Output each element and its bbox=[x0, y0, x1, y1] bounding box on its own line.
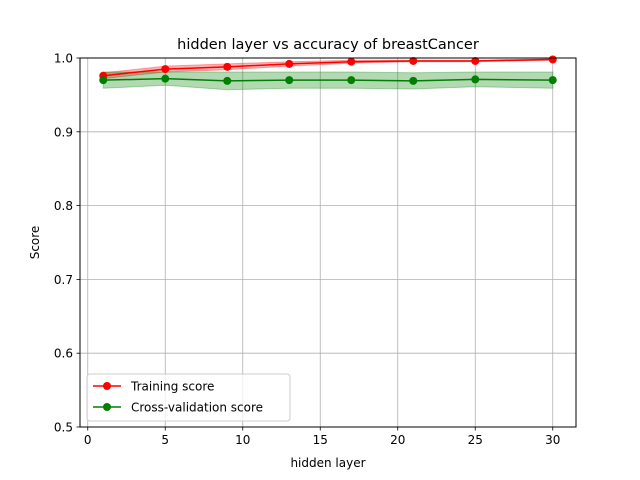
point-training bbox=[347, 57, 356, 66]
x-tick-label: 10 bbox=[235, 433, 250, 447]
y-axis-label: Score bbox=[28, 226, 42, 260]
chart-title: hidden layer vs accuracy of breastCancer bbox=[177, 37, 479, 53]
plot-frame bbox=[79, 57, 577, 428]
x-tick-label: 25 bbox=[468, 433, 483, 447]
line-cross-validation bbox=[103, 77, 553, 82]
x-tick-label: 5 bbox=[161, 433, 169, 447]
point-training bbox=[409, 56, 418, 65]
x-axis-label: hidden layer bbox=[290, 456, 365, 470]
point-cross-validation bbox=[99, 76, 108, 85]
y-tick-label: 0.8 bbox=[54, 199, 73, 213]
legend-marker-cross-validation bbox=[103, 403, 111, 411]
y-tick-label: 0.5 bbox=[54, 421, 73, 435]
y-tick-label: 1.0 bbox=[54, 52, 73, 66]
point-training bbox=[161, 65, 170, 74]
point-cross-validation bbox=[285, 76, 294, 85]
point-training bbox=[285, 59, 294, 68]
series-points bbox=[99, 55, 557, 85]
line-training bbox=[103, 58, 553, 77]
y-tick-label: 0.6 bbox=[54, 347, 73, 361]
legend-label-training: Training score bbox=[130, 380, 214, 394]
y-tick-label: 0.9 bbox=[54, 125, 73, 139]
legend: Training score Cross-validation score bbox=[86, 373, 291, 422]
y-tick-label: 0.7 bbox=[54, 273, 73, 287]
legend-marker-training bbox=[103, 382, 111, 390]
x-tick-label: 15 bbox=[313, 433, 328, 447]
point-cross-validation bbox=[471, 75, 480, 84]
series-lines bbox=[103, 58, 553, 82]
point-cross-validation bbox=[161, 74, 170, 83]
legend-box bbox=[86, 373, 291, 422]
x-tick-label: 0 bbox=[84, 433, 92, 447]
point-cross-validation bbox=[223, 76, 232, 85]
axis-ticks: 0 5 10 15 20 25 30 0.5 0.6 0.7 0.8 0.9 1.0 bbox=[54, 52, 560, 448]
x-tick-label: 30 bbox=[545, 433, 560, 447]
point-training bbox=[223, 62, 232, 71]
point-training bbox=[548, 55, 557, 64]
point-cross-validation bbox=[347, 76, 356, 85]
x-tick-label: 20 bbox=[390, 433, 405, 447]
point-cross-validation bbox=[409, 76, 418, 85]
legend-label-cross-validation: Cross-validation score bbox=[131, 401, 263, 415]
point-training bbox=[471, 56, 480, 65]
point-cross-validation bbox=[548, 76, 557, 85]
